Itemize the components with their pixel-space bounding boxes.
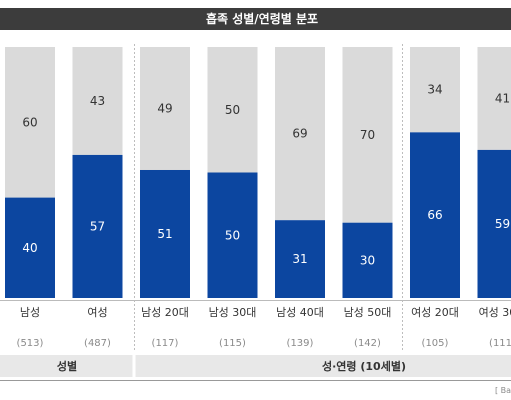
count-label-5: (139) xyxy=(287,338,314,349)
bar-upper-3 xyxy=(140,47,190,170)
count-label-7: (105) xyxy=(422,338,449,349)
count-label-2: (487) xyxy=(84,338,111,349)
title-bar xyxy=(0,8,511,30)
bar-lower-1 xyxy=(5,197,55,298)
count-label-3: (117) xyxy=(152,338,179,349)
category-label-7: 여성 20대 xyxy=(411,306,459,319)
category-label-4: 남성 30대 xyxy=(209,306,257,319)
bar-lower-7 xyxy=(410,132,460,298)
value-label-upper-5: 69 xyxy=(292,127,307,141)
count-label-6: (142) xyxy=(354,338,381,349)
value-label-lower-4: 50 xyxy=(225,228,240,242)
value-label-upper-1: 60 xyxy=(22,115,37,129)
category-label-1: 남성 xyxy=(20,306,40,319)
group-label-2: 성·연령 (10세별) xyxy=(322,359,406,373)
value-label-lower-2: 57 xyxy=(90,219,105,233)
value-label-lower-7: 66 xyxy=(427,208,442,222)
value-label-upper-4: 50 xyxy=(225,103,240,117)
bar-upper-5 xyxy=(275,47,325,221)
value-label-lower-6: 30 xyxy=(360,253,375,267)
bar-upper-4 xyxy=(207,47,258,173)
bar-lower-5 xyxy=(275,220,325,298)
value-label-upper-7: 34 xyxy=(427,83,442,97)
category-labels: 남성 (513) 여성 (487) 남성 20대 (117) 남성 30대 (115) 남성 4… xyxy=(17,306,511,349)
value-label-lower-1: 40 xyxy=(22,241,37,255)
value-label-lower-3: 51 xyxy=(157,227,172,241)
bar-upper-8 xyxy=(477,47,511,150)
bar-upper-2 xyxy=(72,47,123,155)
bar-lower-2 xyxy=(72,154,123,298)
value-label-upper-8: 41 xyxy=(495,91,510,105)
count-label-8: (111) xyxy=(489,338,511,349)
bar-lower-6 xyxy=(342,222,393,298)
count-label-1: (513) xyxy=(17,338,44,349)
group-bar xyxy=(0,355,511,377)
bar-lower-3 xyxy=(140,169,190,298)
count-label-4: (115) xyxy=(219,338,246,349)
group-label-1: 성별 xyxy=(57,359,77,373)
chart-title: 흡족 성별/연령별 분포 xyxy=(206,11,318,26)
bar-upper-1 xyxy=(5,47,55,198)
bar-upper-7 xyxy=(410,47,460,133)
value-label-upper-6: 70 xyxy=(360,128,375,142)
category-label-3: 남성 20대 xyxy=(141,306,189,319)
category-label-6: 남성 50대 xyxy=(344,306,392,319)
source-note: [ Ba xyxy=(495,386,511,395)
category-label-2: 여성 xyxy=(87,306,107,319)
value-label-lower-8: 59 xyxy=(495,217,510,231)
bar-lower-8 xyxy=(477,149,511,298)
value-label-upper-3: 49 xyxy=(157,101,172,115)
value-label-upper-2: 43 xyxy=(90,94,105,108)
value-label-lower-5: 31 xyxy=(292,252,307,266)
category-label-5: 남성 40대 xyxy=(276,306,324,319)
category-label-8: 여성 30대 xyxy=(479,306,511,319)
bars: 60 40 43 57 49 51 50 50 69 31 70 30 34 66 41 59 xyxy=(5,47,511,298)
group-labels: 성별 성·연령 (10세별) xyxy=(57,359,406,373)
bar-lower-4 xyxy=(207,172,258,298)
bar-upper-6 xyxy=(342,47,393,223)
